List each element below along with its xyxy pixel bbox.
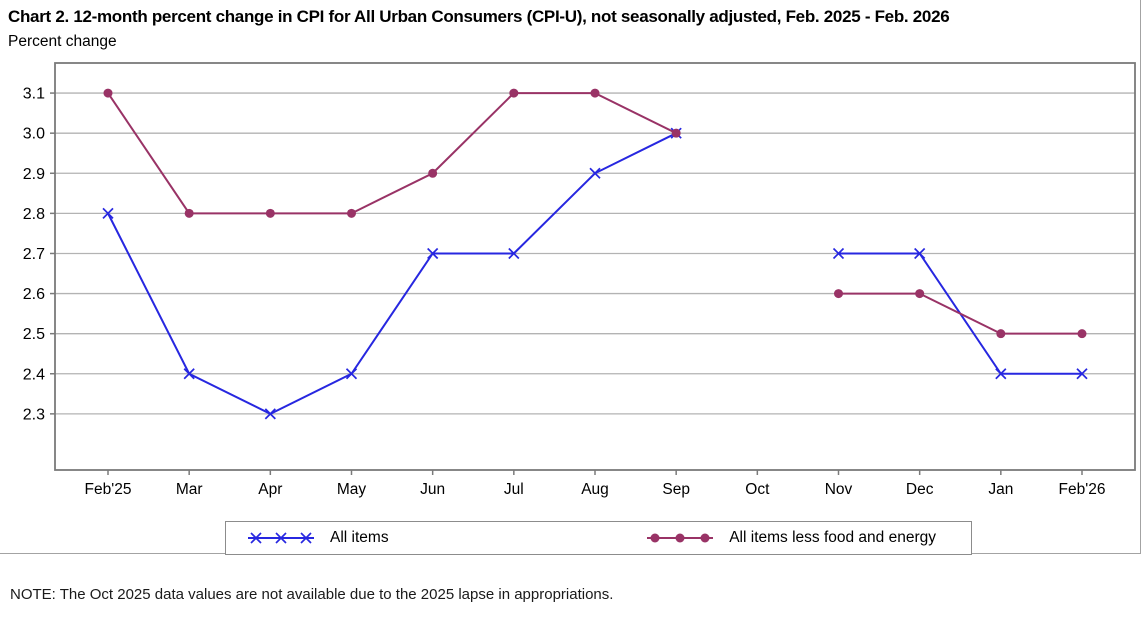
svg-text:Apr: Apr [258,481,282,498]
line-chart-plot-area: 2.3 2.4 2.5 2.6 2.7 2.8 2.9 3.0 3.1 Feb'25 Mar Apr M… [23,62,1136,498]
legend-item-all-items: All items [246,529,389,547]
svg-text:2.9: 2.9 [23,166,45,183]
svg-text:2.7: 2.7 [23,246,45,263]
y-axis-unit-label: Percent change [8,33,117,50]
svg-text:2.4: 2.4 [23,366,45,383]
all-items-line-marker-icon [248,532,314,544]
chart-title: Chart 2. 12-month percent change in CPI … [8,7,950,26]
svg-text:2.5: 2.5 [23,326,45,343]
svg-text:Nov: Nov [825,481,853,498]
svg-text:Jan: Jan [988,481,1013,498]
svg-text:Oct: Oct [745,481,770,498]
svg-text:Dec: Dec [906,481,934,498]
svg-text:Jul: Jul [504,481,524,498]
legend: All items All items less food and energy [225,521,972,555]
svg-text:Feb'25: Feb'25 [85,481,132,498]
footnote: NOTE: The Oct 2025 data values are not a… [10,586,614,603]
svg-text:May: May [337,481,367,498]
legend-item-core: All items less food and energy [645,529,936,547]
svg-text:2.8: 2.8 [23,206,45,223]
svg-text:Sep: Sep [662,481,690,498]
svg-text:Mar: Mar [176,481,203,498]
svg-text:2.3: 2.3 [23,406,45,423]
legend-label-core: All items less food and energy [729,529,936,546]
svg-text:2.6: 2.6 [23,286,45,303]
svg-text:3.0: 3.0 [23,126,45,143]
svg-text:Aug: Aug [581,481,609,498]
legend-label-all-items: All items [330,529,389,546]
svg-text:Feb'26: Feb'26 [1059,481,1106,498]
core-line-marker-icon [647,533,714,543]
svg-text:Jun: Jun [420,481,445,498]
svg-text:3.1: 3.1 [23,86,45,103]
